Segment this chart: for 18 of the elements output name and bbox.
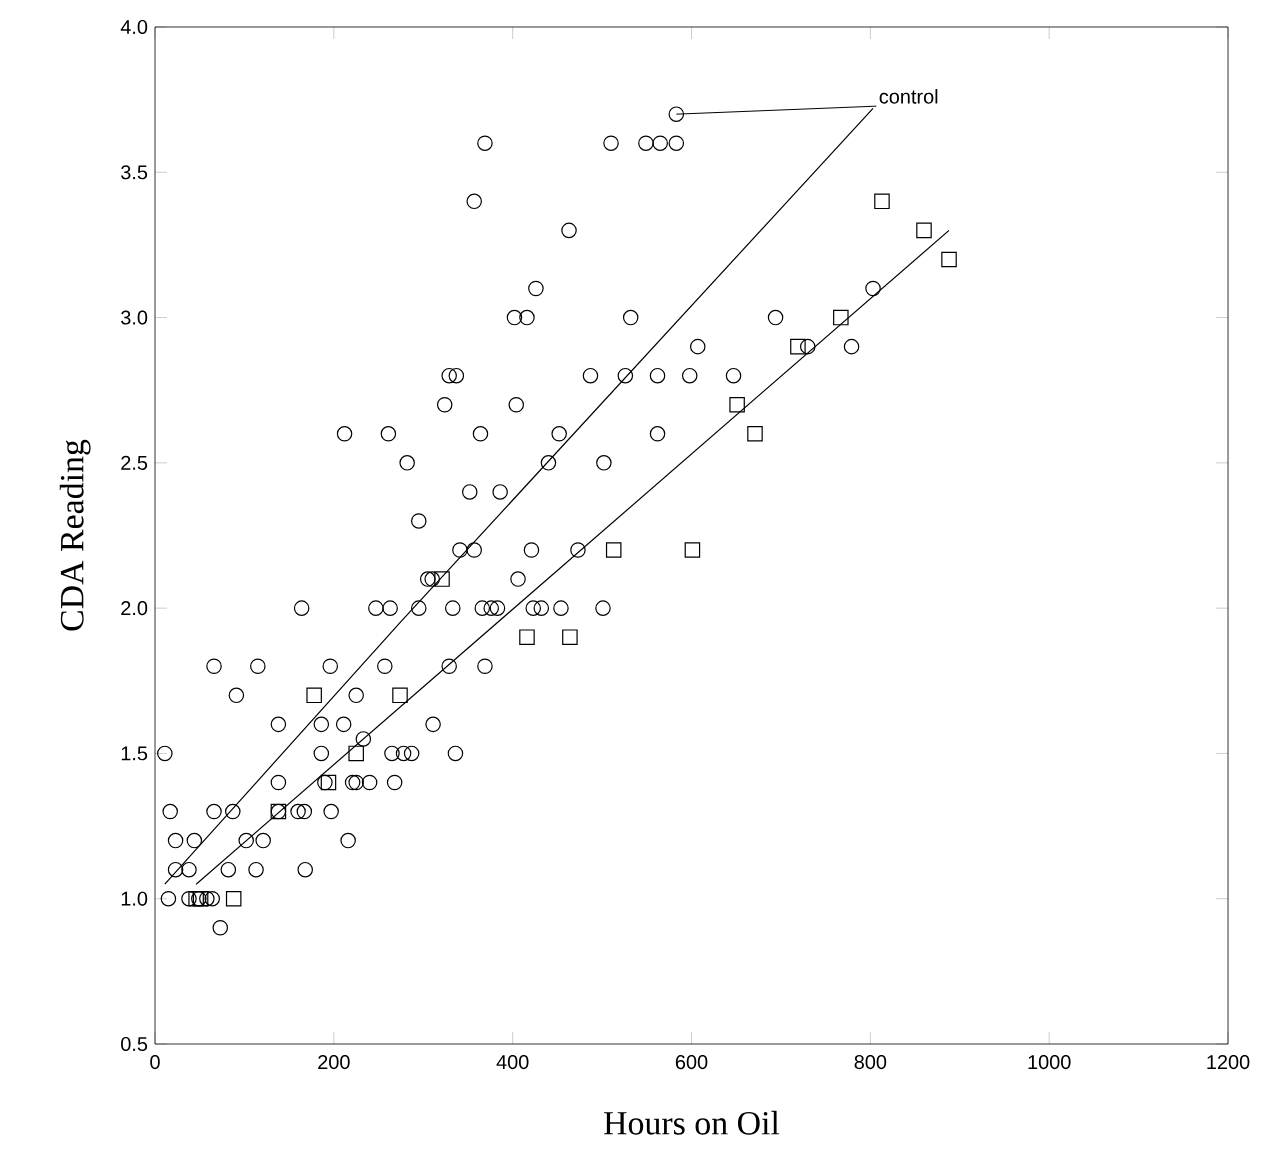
x-axis-title: Hours on Oil: [604, 1110, 780, 1135]
y-tick-label: 2.5: [121, 455, 148, 470]
text: control: [879, 89, 938, 104]
x-tick-label: 800: [854, 1055, 887, 1070]
x-tick-label: 600: [675, 1055, 708, 1070]
x-tick-label: 1200: [1207, 1055, 1250, 1070]
y-tick-label: 1.5: [121, 746, 148, 761]
x-tick-label: 1000: [1028, 1055, 1071, 1070]
y-tick-label: 4.0: [120, 19, 148, 35]
y-tick-label: 3.5: [121, 165, 148, 180]
y-tick-label: 1.0: [121, 891, 148, 906]
y-tick-label: 0.5: [121, 1036, 148, 1052]
y-axis-title: CDA Reading: [59, 439, 91, 631]
x-tick-label: 400: [496, 1055, 529, 1070]
x-tick-label: 200: [318, 1055, 350, 1070]
y-tick-label: 2.0: [121, 601, 148, 616]
x-tick-label: 0: [150, 1055, 160, 1070]
y-tick-label: 3.0: [121, 310, 148, 325]
